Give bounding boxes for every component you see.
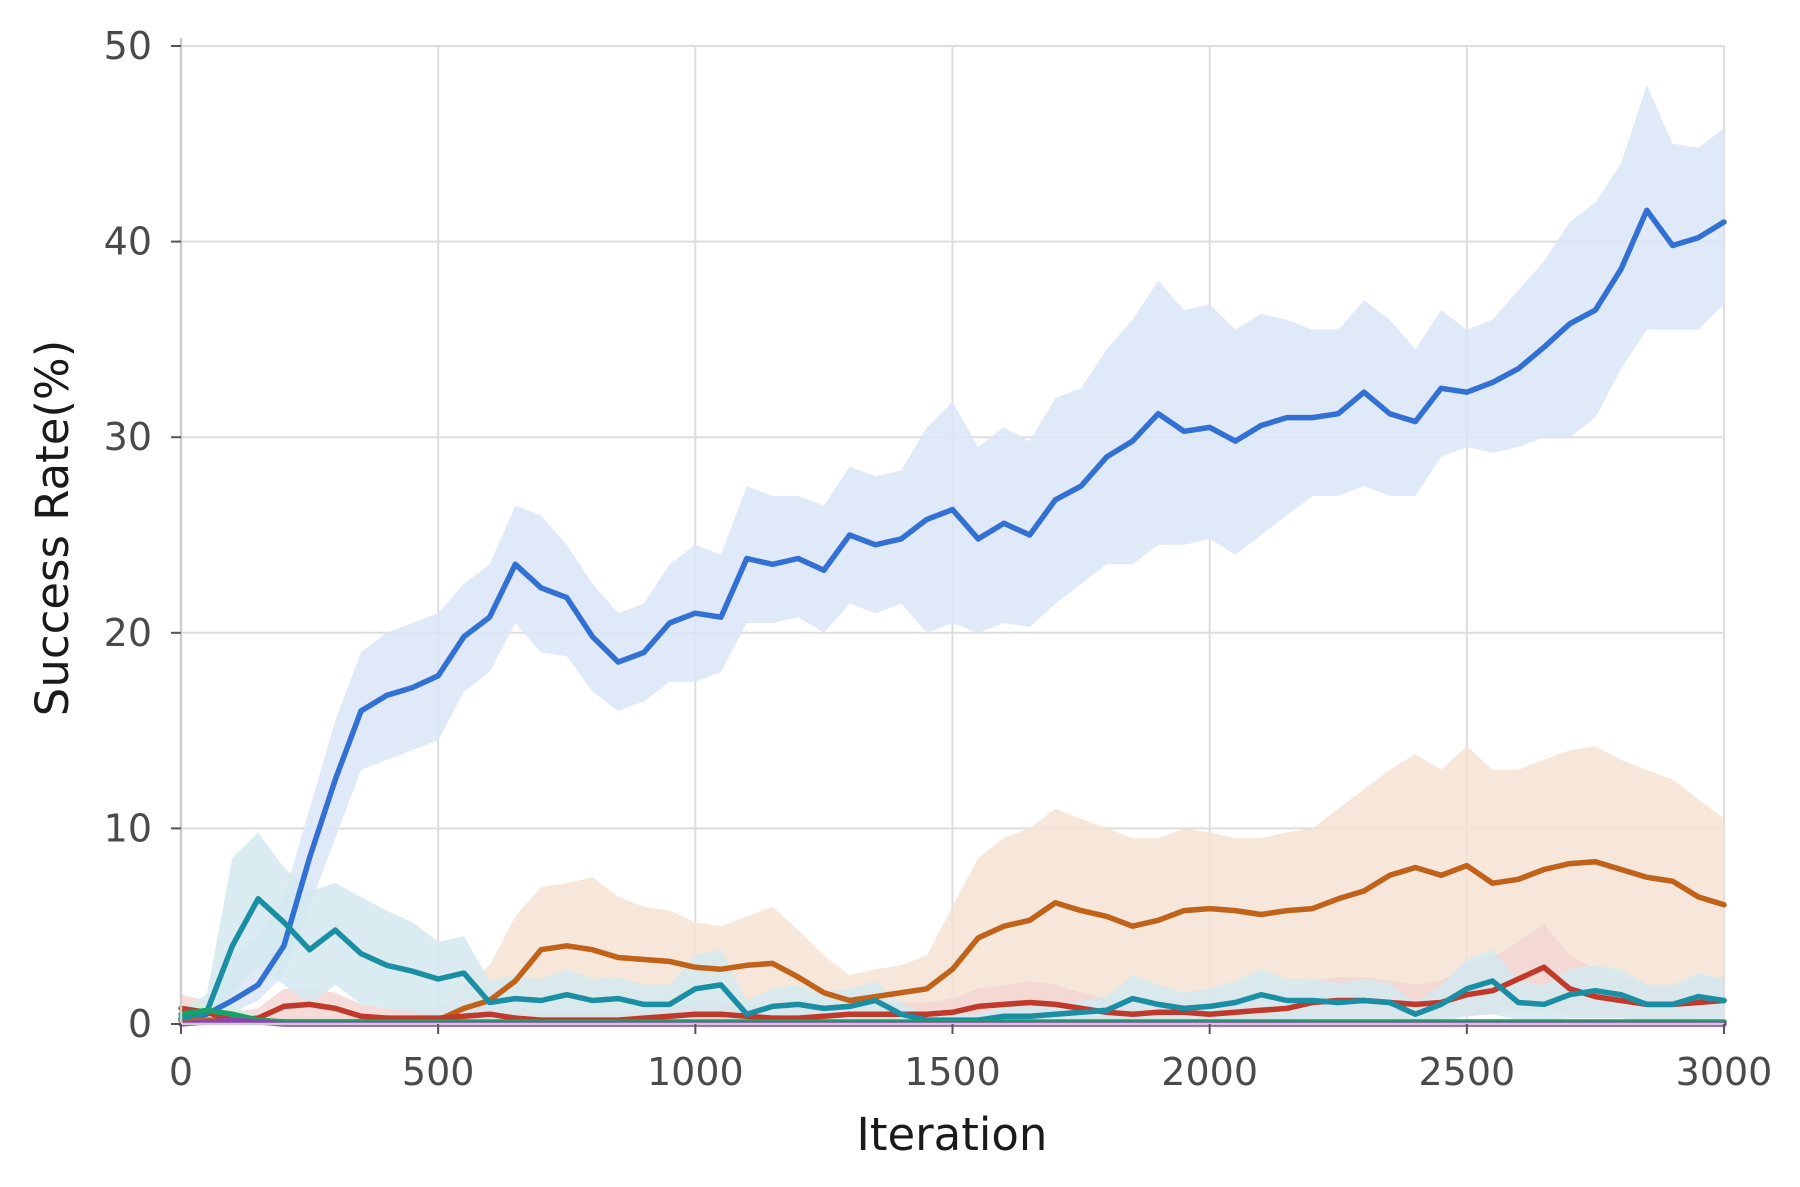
y-tick-label: 40: [104, 220, 152, 264]
series-1-line: [178, 207, 1727, 1023]
x-tick-labels: 0 500 1000 1500 2000 2500 3000: [169, 1050, 1772, 1094]
series-2-band: [181, 746, 1724, 1024]
y-tick-label: 30: [104, 415, 152, 459]
series-1-band: [181, 85, 1724, 1023]
axes: [171, 38, 1725, 1034]
y-tick-labels: 0 10 20 30 40 50: [104, 24, 152, 1046]
y-axis-label: Success Rate(%): [26, 340, 79, 717]
x-tick-label: 2500: [1418, 1050, 1515, 1094]
x-tick-label: 0: [169, 1050, 193, 1094]
y-tick-label: 20: [104, 611, 152, 655]
y-tick-label: 50: [104, 24, 152, 68]
x-tick-label: 500: [402, 1050, 475, 1094]
x-axis-label: Iteration: [857, 1108, 1048, 1161]
y-tick-label: 0: [128, 1002, 152, 1046]
series-4-band: [181, 832, 1724, 1024]
y-tick-label: 10: [104, 806, 152, 850]
x-tick-label: 1000: [647, 1050, 744, 1094]
series-3-line: [178, 964, 1727, 1023]
x-tick-label: 1500: [904, 1050, 1001, 1094]
x-tick-label: 2000: [1161, 1050, 1258, 1094]
x-tick-label: 3000: [1676, 1050, 1773, 1094]
